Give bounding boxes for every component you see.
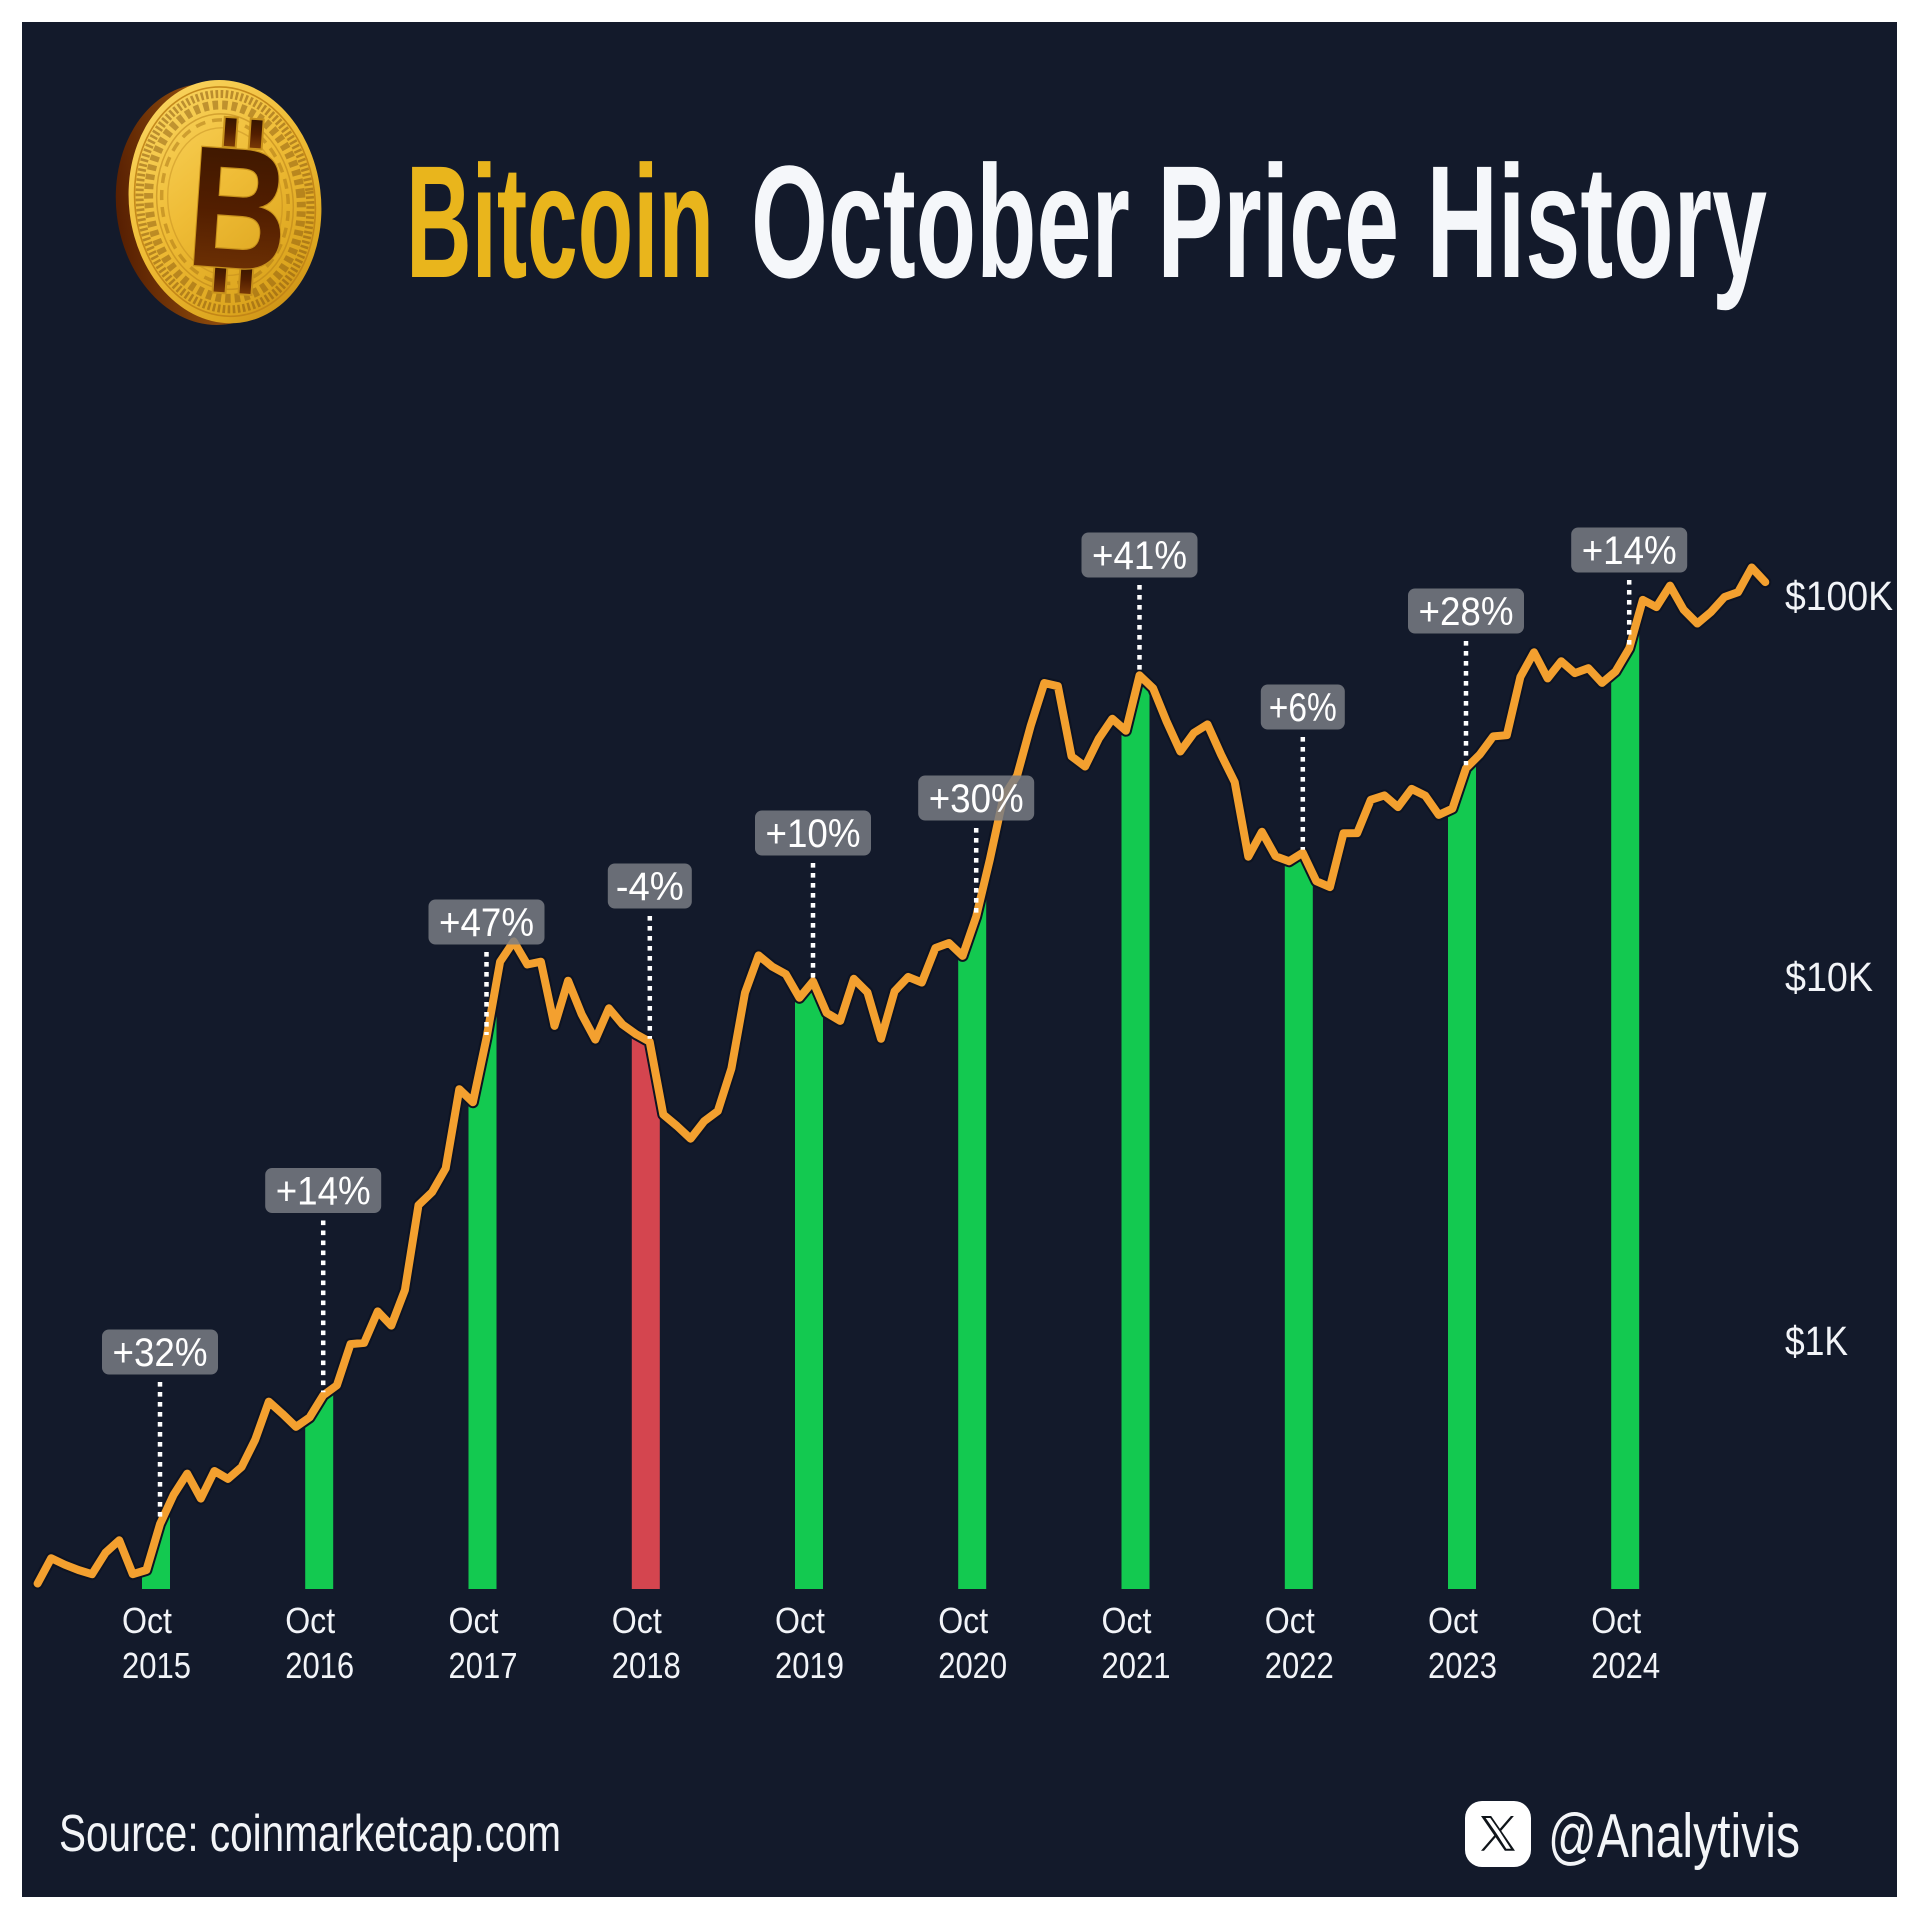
svg-text:+14%: +14% — [276, 1170, 371, 1214]
svg-text:Oct: Oct — [1591, 1600, 1641, 1641]
svg-text:2024: 2024 — [1591, 1645, 1660, 1686]
svg-text:Oct: Oct — [1102, 1600, 1152, 1641]
svg-text:2021: 2021 — [1102, 1645, 1171, 1686]
svg-text:+41%: +41% — [1092, 534, 1187, 578]
svg-text:+47%: +47% — [439, 901, 534, 945]
svg-text:2022: 2022 — [1265, 1645, 1334, 1686]
svg-text:@Analytivis: @Analytivis — [1548, 1802, 1800, 1871]
svg-text:Oct: Oct — [1428, 1600, 1478, 1641]
svg-text:2017: 2017 — [449, 1645, 518, 1686]
svg-text:+28%: +28% — [1419, 590, 1514, 634]
svg-text:-4%: -4% — [616, 865, 684, 909]
svg-text:Oct: Oct — [775, 1600, 825, 1641]
svg-text:$1K: $1K — [1785, 1318, 1848, 1364]
svg-text:Oct: Oct — [449, 1600, 499, 1641]
svg-text:2015: 2015 — [122, 1645, 191, 1686]
svg-text:B: B — [182, 110, 295, 309]
svg-text:Oct: Oct — [938, 1600, 988, 1641]
svg-text:$100K: $100K — [1785, 573, 1893, 619]
svg-text:+6%: +6% — [1269, 686, 1337, 730]
svg-text:Oct: Oct — [612, 1600, 662, 1641]
svg-text:$10K: $10K — [1785, 954, 1873, 1000]
svg-text:October Price History: October Price History — [751, 132, 1767, 311]
svg-text:2020: 2020 — [938, 1645, 1007, 1686]
svg-text:Oct: Oct — [285, 1600, 335, 1641]
svg-text:+32%: +32% — [113, 1331, 208, 1375]
svg-text:2016: 2016 — [285, 1645, 354, 1686]
svg-text:Source: coinmarketcap.com: Source: coinmarketcap.com — [59, 1805, 561, 1863]
svg-text:2023: 2023 — [1428, 1645, 1497, 1686]
svg-text:Bitcoin: Bitcoin — [406, 132, 714, 311]
svg-text:+30%: +30% — [929, 777, 1024, 821]
svg-text:Oct: Oct — [1265, 1600, 1315, 1641]
svg-text:Oct: Oct — [122, 1600, 172, 1641]
svg-text:2018: 2018 — [612, 1645, 681, 1686]
svg-text:2019: 2019 — [775, 1645, 844, 1686]
svg-text:+14%: +14% — [1582, 529, 1677, 573]
svg-text:+10%: +10% — [766, 812, 861, 856]
